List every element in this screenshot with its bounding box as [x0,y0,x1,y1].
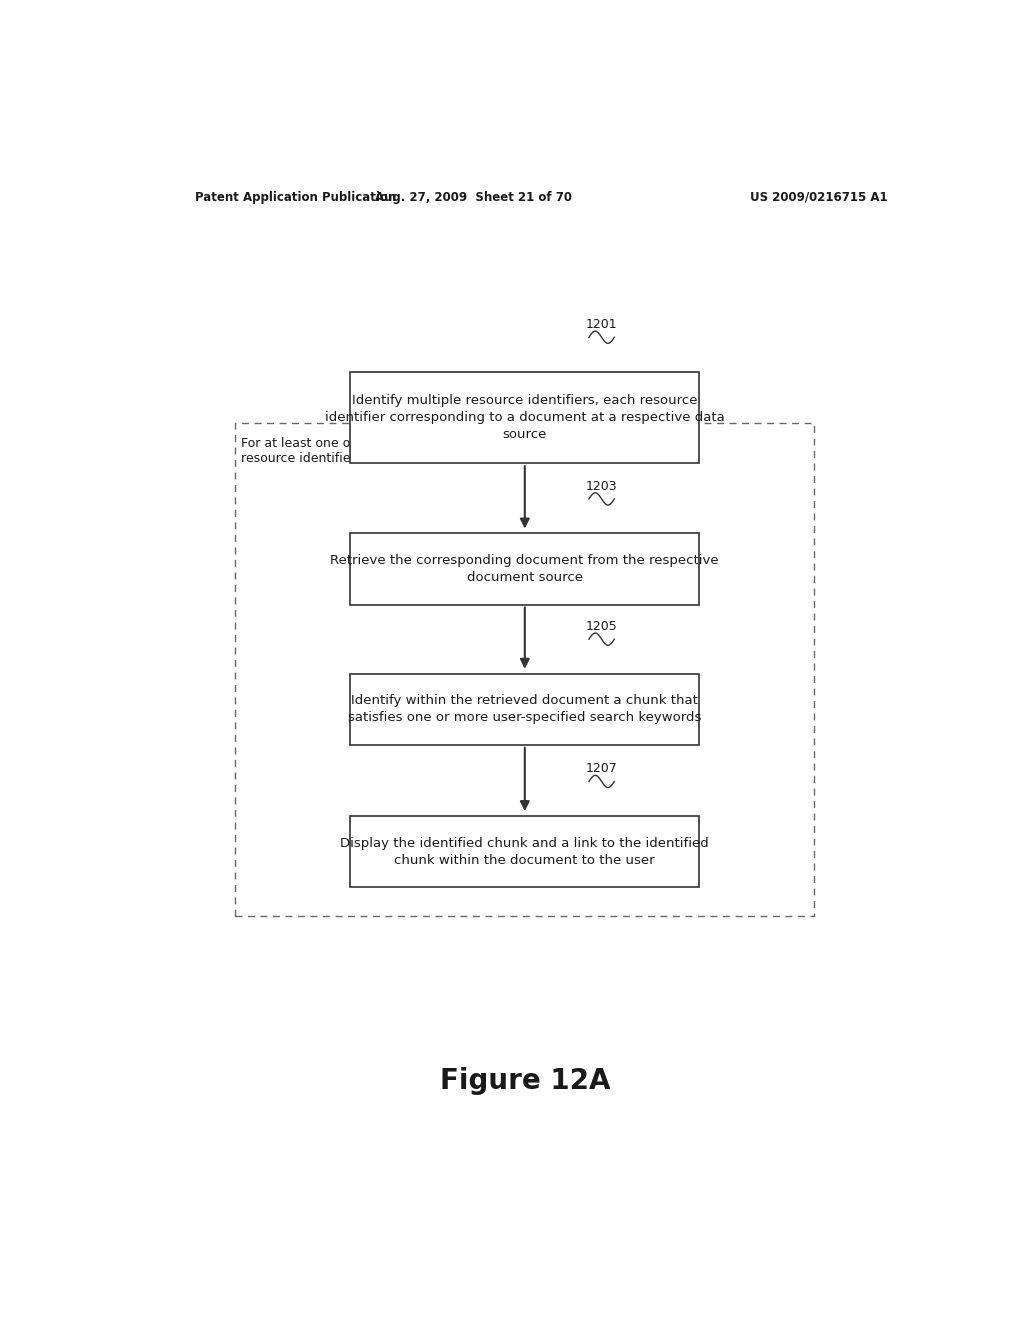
Text: 1203: 1203 [586,479,617,492]
Text: Retrieve the corresponding document from the respective
document source: Retrieve the corresponding document from… [331,554,719,583]
Bar [350,673,699,744]
Text: Identify within the retrieved document a chunk that
satisfies one or more user-s: Identify within the retrieved document a… [348,694,701,725]
Bar [236,422,814,916]
Bar [350,816,699,887]
Text: Patent Application Publication: Patent Application Publication [196,190,396,203]
Text: US 2009/0216715 A1: US 2009/0216715 A1 [750,190,887,203]
Text: 1207: 1207 [586,763,617,775]
Bar [350,372,699,463]
Text: Aug. 27, 2009  Sheet 21 of 70: Aug. 27, 2009 Sheet 21 of 70 [375,190,571,203]
Text: 1205: 1205 [586,620,617,634]
Text: For at least one of the
resource identifiers: For at least one of the resource identif… [241,437,379,465]
Text: Display the identified chunk and a link to the identified
chunk within the docum: Display the identified chunk and a link … [340,837,710,867]
Text: Identify multiple resource identifiers, each resource
identifier corresponding t: Identify multiple resource identifiers, … [325,395,725,441]
Bar [350,533,699,605]
Text: Figure 12A: Figure 12A [439,1068,610,1096]
Text: 1201: 1201 [586,318,617,331]
